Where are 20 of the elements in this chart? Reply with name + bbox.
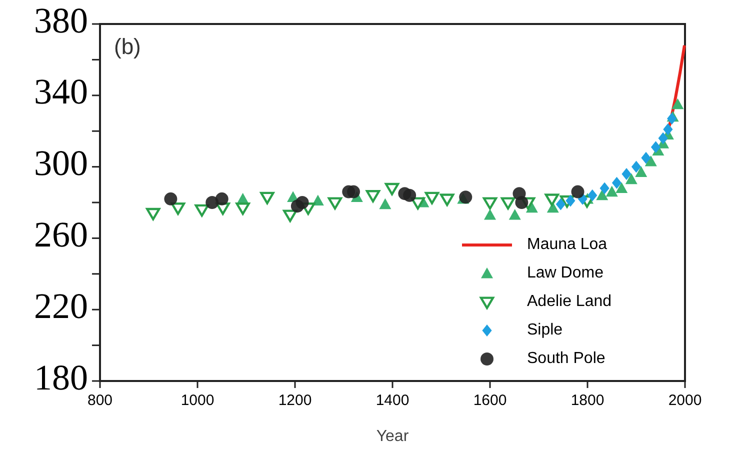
x-tick-label: 2000 bbox=[668, 392, 702, 409]
annotation: (b) bbox=[114, 34, 141, 59]
legend-label: South Pole bbox=[527, 350, 606, 368]
y-tick-label: 180 bbox=[34, 357, 88, 398]
y-tick-label: 380 bbox=[34, 0, 88, 40]
x-tick-label: 1000 bbox=[180, 392, 214, 409]
x-tick-label: 1400 bbox=[376, 392, 410, 409]
legend-label: Siple bbox=[527, 322, 563, 339]
y-tick-label: 340 bbox=[34, 72, 88, 112]
x-tick-label: 1200 bbox=[278, 392, 312, 409]
x-tick-label: 800 bbox=[87, 392, 113, 409]
y-tick-label: 300 bbox=[34, 143, 88, 184]
legend-label: Adelie Land bbox=[527, 293, 612, 310]
y-tick-label: 220 bbox=[34, 286, 88, 326]
legend-label: Law Dome bbox=[527, 264, 604, 282]
x-axis-title: Year bbox=[376, 428, 410, 445]
y-tick-label: 260 bbox=[34, 214, 88, 254]
legend-label: Mauna Loa bbox=[527, 236, 608, 254]
x-tick-label: 1800 bbox=[570, 392, 604, 409]
x-tick-label: 1600 bbox=[473, 392, 507, 409]
